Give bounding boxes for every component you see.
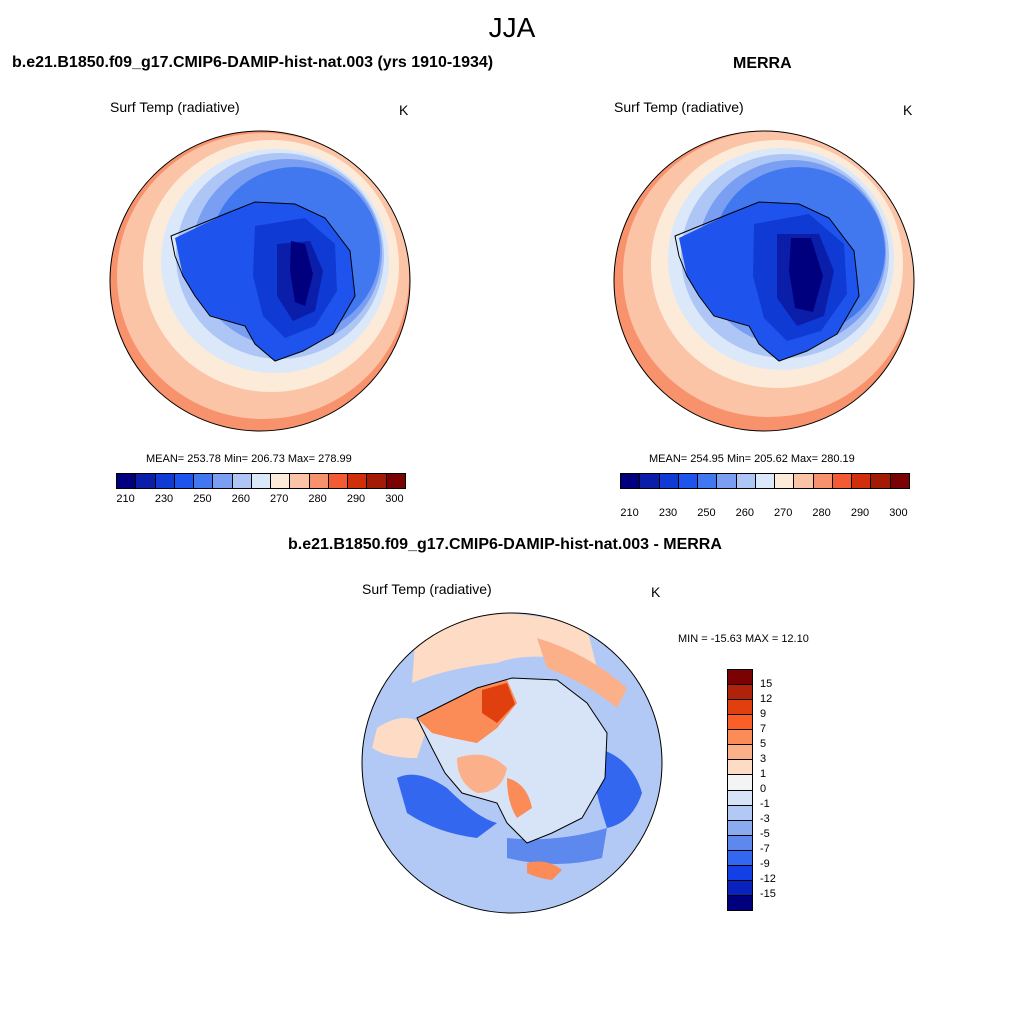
diff-colorbar-box <box>728 835 752 851</box>
diff-stats: MIN = -15.63 MAX = 12.10 <box>678 633 809 645</box>
diff-colorbar-box <box>728 670 752 686</box>
obs-colorbar-tick-label: 270 <box>774 507 793 519</box>
model-colorbar-box <box>290 474 310 488</box>
model-colorbar-box <box>309 474 329 488</box>
model-colorbar-tick-label: 210 <box>116 493 135 505</box>
model-colorbar-tick-label: 270 <box>270 493 289 505</box>
obs-colorbar-tick-label: 210 <box>620 507 639 519</box>
model-colorbar-tick-label: 250 <box>193 493 212 505</box>
obs-units: K <box>903 102 913 118</box>
obs-colorbar <box>620 473 910 489</box>
obs-polar-map <box>613 130 915 432</box>
diff-colorbar-box <box>728 820 752 836</box>
diff-colorbar-box <box>728 685 752 701</box>
diff-colorbar-tick-label: 1 <box>760 768 767 780</box>
diff-colorbar-tick-label: 9 <box>760 708 767 720</box>
diff-colorbar-box <box>728 880 752 896</box>
obs-colorbar-box <box>717 474 737 488</box>
model-colorbar-box <box>271 474 291 488</box>
model-colorbar-box <box>155 474 175 488</box>
model-colorbar-box <box>117 474 137 488</box>
diff-colorbar-tick-label: 12 <box>760 693 773 705</box>
diff-colorbar-tick-label: -3 <box>760 813 770 825</box>
obs-colorbar-tick-label: 260 <box>735 507 754 519</box>
diff-colorbar <box>727 669 753 911</box>
obs-colorbar-box <box>794 474 814 488</box>
diff-colorbar-box <box>728 895 752 910</box>
model-colorbar <box>116 473 406 489</box>
season-title: JJA <box>488 12 536 43</box>
obs-panel-title: MERRA <box>733 55 792 72</box>
model-colorbar-box <box>367 474 387 488</box>
diff-colorbar-tick-label: 0 <box>760 783 767 795</box>
obs-colorbar-box <box>640 474 660 488</box>
obs-colorbar-tick-label: 280 <box>812 507 831 519</box>
diff-colorbar-box <box>728 745 752 761</box>
model-colorbar-box <box>328 474 349 488</box>
obs-colorbar-box <box>736 474 756 488</box>
diff-colorbar-box <box>728 715 752 731</box>
model-stats: MEAN= 253.78 Min= 206.73 Max= 278.99 <box>146 453 352 465</box>
model-colorbar-box <box>174 474 195 488</box>
model-colorbar-tick-label: 230 <box>154 493 174 505</box>
model-colorbar-box <box>386 474 405 488</box>
obs-variable-title: Surf Temp (radiative) <box>614 99 744 115</box>
diff-colorbar-tick-label: 5 <box>760 738 767 750</box>
diff-colorbar-tick-label: 3 <box>760 753 767 765</box>
obs-colorbar-box <box>678 474 699 488</box>
obs-colorbar-box <box>659 474 679 488</box>
obs-colorbar-tick-label: 300 <box>889 507 908 519</box>
diff-colorbar-box <box>728 850 752 866</box>
model-colorbar-box <box>348 474 368 488</box>
diff-variable-title: Surf Temp (radiative) <box>362 581 492 597</box>
obs-colorbar-box <box>832 474 853 488</box>
obs-colorbar-box <box>890 474 909 488</box>
diff-colorbar-tick-label: -12 <box>760 873 776 885</box>
diff-colorbar-box <box>728 760 752 776</box>
diff-colorbar-box <box>728 730 752 746</box>
obs-colorbar-box <box>871 474 891 488</box>
model-colorbar-box <box>194 474 214 488</box>
diff-colorbar-tick-label: -1 <box>760 798 770 810</box>
model-units: K <box>399 102 409 118</box>
model-panel-title: b.e21.B1850.f09_g17.CMIP6-DAMIP-hist-nat… <box>12 54 494 71</box>
obs-colorbar-box <box>698 474 718 488</box>
model-colorbar-box <box>136 474 156 488</box>
diff-colorbar-box <box>728 775 752 791</box>
diff-colorbar-labels: 15 12 9 7 5 3 1 0 -1 -3 -5 -7 -9 -12 -15 <box>760 669 800 909</box>
model-colorbar-tick-label: 290 <box>346 493 366 505</box>
diff-colorbar-tick-label: -7 <box>760 843 770 855</box>
model-colorbar-tick-label: 280 <box>308 493 327 505</box>
diff-colorbar-tick-label: -5 <box>760 828 770 840</box>
diff-polar-map <box>361 612 663 914</box>
obs-colorbar-box <box>852 474 872 488</box>
obs-colorbar-box <box>621 474 641 488</box>
diff-colorbar-box <box>728 700 752 716</box>
diff-colorbar-tick-label: -15 <box>760 888 776 900</box>
obs-colorbar-labels: 210 230 250 260 270 280 290 300 <box>620 507 908 521</box>
obs-colorbar-box <box>775 474 795 488</box>
diff-colorbar-tick-label: 15 <box>760 678 773 690</box>
model-colorbar-labels: 210 230 250 260 270 280 290 300 <box>116 493 404 507</box>
diff-colorbar-box <box>728 790 752 806</box>
diff-units: K <box>651 584 661 600</box>
obs-colorbar-box <box>813 474 833 488</box>
obs-colorbar-tick-label: 250 <box>697 507 716 519</box>
model-colorbar-box <box>232 474 252 488</box>
obs-colorbar-tick-label: 290 <box>850 507 870 519</box>
model-colorbar-box <box>251 474 272 488</box>
diff-colorbar-box <box>728 865 752 881</box>
model-colorbar-tick-label: 260 <box>231 493 250 505</box>
obs-colorbar-box <box>755 474 776 488</box>
model-polar-map <box>109 130 411 432</box>
obs-stats: MEAN= 254.95 Min= 205.62 Max= 280.19 <box>649 453 855 465</box>
model-colorbar-tick-label: 300 <box>385 493 404 505</box>
diff-colorbar-box <box>728 805 752 821</box>
model-variable-title: Surf Temp (radiative) <box>110 99 240 115</box>
obs-colorbar-tick-label: 230 <box>658 507 678 519</box>
diff-panel-title: b.e21.B1850.f09_g17.CMIP6-DAMIP-hist-nat… <box>288 536 722 553</box>
model-colorbar-box <box>213 474 233 488</box>
diff-colorbar-tick-label: -9 <box>760 858 770 870</box>
diff-colorbar-tick-label: 7 <box>760 723 767 735</box>
